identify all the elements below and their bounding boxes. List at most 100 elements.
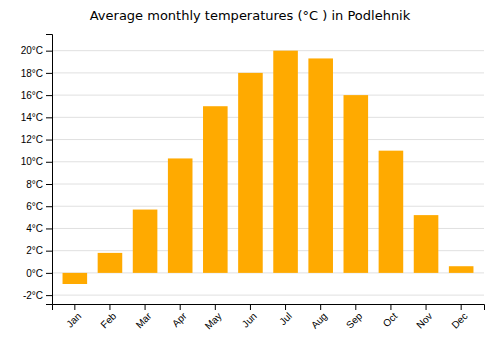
bar — [273, 51, 298, 273]
y-tick-label: 12°C — [21, 134, 43, 145]
y-tick: 6°C — [26, 201, 52, 212]
y-tick-mark — [46, 162, 52, 163]
y-tick-label: 10°C — [21, 156, 43, 167]
grid-line — [52, 139, 484, 140]
y-tick: 0°C — [26, 268, 52, 279]
x-tick-mark — [390, 304, 391, 310]
y-tick: 14°C — [21, 112, 52, 123]
y-tick: 20°C — [21, 45, 52, 56]
bar — [238, 73, 263, 273]
x-tick: Jul — [277, 304, 294, 327]
x-tick: Apr — [170, 304, 189, 329]
grid-line — [52, 72, 484, 73]
y-tick-mark — [46, 51, 52, 52]
x-axis: Jan Feb Mar Apr May Jun Jul Aug Sep Oct Nov Dec — [53, 304, 485, 332]
bar — [379, 151, 404, 273]
x-tick: Dec — [449, 304, 469, 331]
x-tick: Nov — [414, 304, 434, 331]
x-tick-label: Dec — [449, 310, 469, 330]
x-tick-label: Jan — [64, 310, 83, 329]
grid-line — [52, 184, 484, 185]
y-tick-mark — [46, 295, 52, 296]
x-tick-label: Aug — [309, 310, 329, 330]
bar — [414, 215, 439, 273]
x-tick-label: Feb — [98, 310, 118, 330]
x-tick: Feb — [98, 304, 118, 330]
bar — [308, 58, 333, 272]
x-tick-mark — [74, 304, 75, 310]
y-tick: 2°C — [26, 245, 52, 256]
grid-line — [52, 50, 484, 51]
y-tick: 18°C — [21, 68, 52, 79]
y-tick-mark — [46, 117, 52, 118]
y-tick: 4°C — [26, 223, 52, 234]
y-tick: 16°C — [21, 90, 52, 101]
y-tick-label: 0°C — [26, 268, 43, 279]
x-tick-mark — [145, 304, 146, 310]
y-tick-mark — [46, 95, 52, 96]
y-tick: -2°C — [23, 290, 52, 301]
y-tick-label: 14°C — [21, 112, 43, 123]
x-tick-mark — [250, 304, 251, 310]
y-tick-mark — [46, 228, 52, 229]
x-tick: Mar — [134, 304, 154, 330]
bar — [168, 158, 193, 272]
x-tick-mark — [355, 304, 356, 310]
y-tick-label: -2°C — [23, 290, 43, 301]
x-tick-label: Apr — [170, 310, 189, 329]
bar — [98, 253, 123, 273]
title: Average monthly temperatures (°C ) in Po… — [90, 8, 411, 23]
x-tick-mark — [320, 304, 321, 310]
x-tick-label: Oct — [381, 310, 400, 329]
grid-line — [52, 95, 484, 96]
x-tick-label: Nov — [414, 310, 434, 330]
y-tick-mark — [46, 184, 52, 185]
x-tick: Jun — [240, 304, 259, 330]
y-tick-label: 18°C — [21, 68, 43, 79]
y-tick-label: 6°C — [26, 201, 43, 212]
y-tick-label: 4°C — [26, 223, 43, 234]
x-tick: May — [203, 304, 224, 332]
grid-line — [52, 206, 484, 207]
y-tick-label: 20°C — [21, 45, 43, 56]
y-tick-mark — [46, 140, 52, 141]
grid-line — [52, 161, 484, 162]
bar — [449, 266, 474, 273]
x-axis-line — [53, 305, 485, 311]
x-tick-mark — [109, 304, 110, 310]
y-tick: 10°C — [21, 156, 52, 167]
y-tick-mark — [46, 273, 52, 274]
x-tick-mark — [215, 304, 216, 310]
y-tick: 12°C — [21, 134, 52, 145]
x-tick-mark — [461, 304, 462, 310]
y-tick-label: 2°C — [26, 245, 43, 256]
x-tick-mark — [180, 304, 181, 310]
y-tick-mark — [46, 73, 52, 74]
x-tick-mark — [285, 304, 286, 310]
x-tick-mark — [426, 304, 427, 310]
y-tick-label: 16°C — [21, 90, 43, 101]
bar — [203, 106, 228, 273]
x-tick: Jan — [64, 304, 83, 330]
grid — [52, 51, 484, 295]
x-tick-label: Jul — [277, 310, 294, 327]
y-tick-label: 8°C — [26, 179, 43, 190]
bar — [63, 273, 88, 284]
grid-line — [52, 117, 484, 118]
y-tick-mark — [46, 206, 52, 207]
x-tick-label: Jun — [240, 310, 259, 329]
x-tick-label: May — [203, 310, 224, 331]
x-tick: Oct — [381, 304, 400, 329]
x-tick-label: Sep — [344, 310, 365, 331]
x-tick: Sep — [344, 304, 365, 331]
bar — [344, 95, 369, 273]
x-tick: Aug — [309, 304, 329, 331]
y-axis: -2°C 0°C 2°C 4°C 6°C 8°C 10°C 12°C 14°C 16°C 18°C 2… — [21, 35, 53, 305]
plot: -2°C 0°C 2°C 4°C 6°C 8°C 10°C 12°C 14°C 16°C 18°C 2… — [21, 35, 485, 332]
bar — [133, 210, 158, 273]
bars — [63, 51, 474, 284]
y-axis-line — [46, 35, 53, 305]
chart: -2°C 0°C 2°C 4°C 6°C 8°C 10°C 12°C 14°C 16°C 18°C 2… — [0, 0, 500, 350]
y-tick-mark — [46, 251, 52, 252]
y-tick: 8°C — [26, 179, 52, 190]
